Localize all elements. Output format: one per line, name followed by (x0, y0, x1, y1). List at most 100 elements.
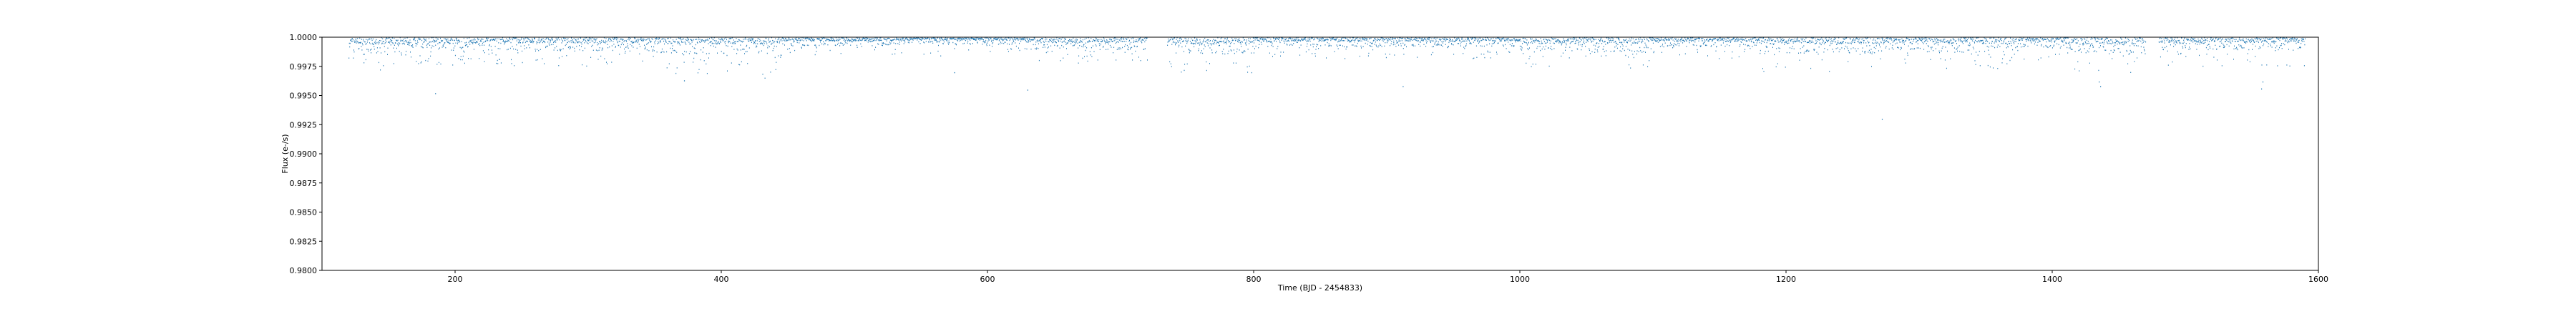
flux-point (1722, 37, 1724, 39)
flux-point (564, 37, 565, 39)
flux-point (1532, 42, 1533, 44)
flux-point (1019, 42, 1020, 44)
flux-point (387, 47, 389, 49)
flux-point (1400, 45, 1402, 46)
flux-point (1942, 41, 1943, 43)
flux-point (965, 37, 966, 39)
flux-point (2087, 43, 2089, 44)
flux-point (1554, 38, 1556, 39)
flux-point (1619, 41, 1621, 43)
flux-point (1631, 50, 1633, 52)
flux-point (985, 39, 987, 41)
flux-point (922, 37, 923, 39)
flux-point (2065, 42, 2067, 44)
flux-point (869, 39, 871, 41)
flux-point (1978, 37, 1979, 39)
flux-point (1221, 41, 1222, 43)
flux-point (1397, 37, 1398, 39)
flux-point (806, 40, 807, 41)
flux-point (655, 38, 656, 39)
flux-point (1035, 44, 1036, 46)
flux-point (492, 39, 494, 41)
flux-point (1764, 41, 1765, 43)
flux-point (412, 46, 414, 48)
flux-point (1388, 38, 1390, 39)
flux-point (912, 38, 914, 39)
flux-point (678, 41, 680, 43)
flux-point (912, 39, 914, 41)
flux-point (987, 37, 988, 39)
flux-point (965, 39, 966, 41)
flux-point (475, 42, 477, 44)
flux-point (419, 39, 420, 41)
flux-point (1246, 39, 1247, 41)
flux-point (1635, 39, 1636, 41)
flux-point (1564, 39, 1566, 41)
flux-point (1757, 39, 1759, 41)
flux-point (1656, 40, 1657, 41)
flux-point (597, 44, 598, 46)
flux-point (894, 49, 896, 50)
flux-point (1079, 45, 1080, 46)
flux-point (389, 37, 390, 39)
flux-point (1909, 42, 1911, 44)
flux-point (781, 37, 783, 39)
flux-point (695, 39, 696, 40)
flux-point (1841, 41, 1843, 43)
flux-point (467, 37, 468, 39)
flux-point (2132, 39, 2133, 41)
flux-point (1269, 52, 1270, 54)
flux-point (1272, 43, 1273, 44)
flux-point (1996, 41, 1997, 43)
flux-point (1682, 39, 1683, 41)
flux-point (1594, 39, 1595, 41)
flux-point (1720, 39, 1722, 41)
flux-point (1297, 37, 1299, 39)
flux-point (1099, 44, 1101, 46)
flux-point (2145, 41, 2147, 43)
flux-point (1098, 39, 1100, 41)
flux-point (1630, 67, 1631, 69)
flux-point (2076, 42, 2077, 44)
flux-point (1314, 55, 1316, 57)
flux-point (1767, 40, 1768, 41)
flux-point (1556, 40, 1557, 41)
flux-point (1782, 38, 1784, 39)
flux-point (1528, 58, 1530, 59)
flux-point (555, 39, 556, 41)
flux-point (1994, 42, 1995, 44)
flux-point (822, 38, 824, 39)
flux-point (670, 52, 672, 54)
flux-point (514, 37, 516, 39)
flux-point (1765, 51, 1766, 52)
flux-point (779, 39, 781, 41)
flux-point (1884, 39, 1885, 41)
flux-point (600, 43, 601, 44)
flux-point (542, 41, 543, 44)
flux-point (1596, 42, 1598, 44)
flux-point (1207, 45, 1209, 46)
flux-point (1211, 49, 1213, 51)
flux-point (2093, 46, 2094, 48)
flux-point (1994, 46, 1996, 49)
flux-point (693, 39, 694, 41)
flux-point (822, 37, 824, 39)
flux-point (469, 39, 471, 41)
flux-point (1755, 37, 1756, 39)
flux-point (1911, 43, 1913, 44)
flux-point (1345, 38, 1347, 39)
flux-point (771, 42, 773, 44)
flux-point (1641, 39, 1643, 41)
flux-point (422, 47, 424, 49)
flux-point (2065, 37, 2067, 39)
flux-point (1066, 48, 1067, 49)
flux-point (2082, 39, 2083, 40)
flux-point (1202, 41, 1204, 43)
flux-point (1088, 41, 1090, 43)
flux-point (1226, 39, 1228, 41)
flux-point (501, 39, 502, 40)
flux-point (1800, 48, 1801, 49)
flux-point (615, 46, 616, 48)
flux-point (1255, 37, 1257, 39)
flux-point (1274, 38, 1276, 39)
